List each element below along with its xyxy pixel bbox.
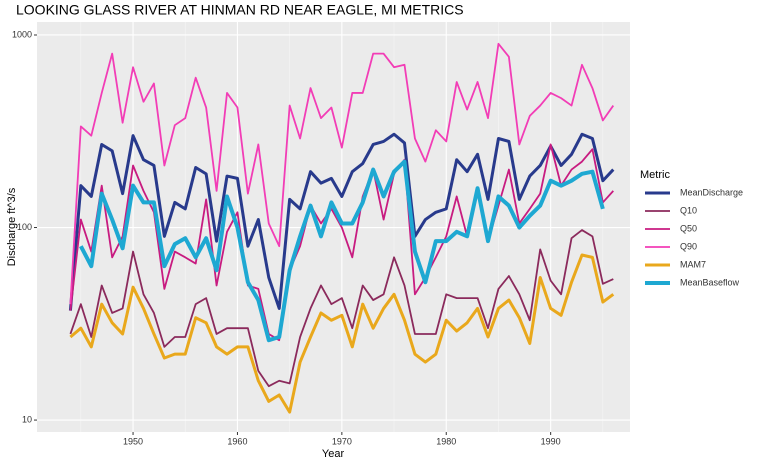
legend-label: Q50 xyxy=(680,223,697,233)
x-tick-label: 1980 xyxy=(436,436,456,446)
legend-label: MAM7 xyxy=(680,259,706,269)
chart-title: LOOKING GLASS RIVER AT HINMAN RD NEAR EA… xyxy=(16,2,464,18)
legend-label: Q10 xyxy=(680,205,697,215)
legend-label: MeanBaseflow xyxy=(680,277,740,287)
y-tick-label: 10 xyxy=(22,414,32,424)
series-line xyxy=(68,132,615,311)
x-tick-label: 1960 xyxy=(227,436,247,446)
y-axis-label: Discharge ft^3/s xyxy=(6,187,18,266)
y-tick-label: 1000 xyxy=(12,29,32,39)
series-line xyxy=(79,159,605,343)
x-tick-label: 1990 xyxy=(541,436,561,446)
legend-label: MeanDischarge xyxy=(680,187,743,197)
y-tick-label: 100 xyxy=(17,222,32,232)
x-tick-label: 1970 xyxy=(332,436,352,446)
legend-title: Metric xyxy=(640,169,670,181)
legend-label: Q90 xyxy=(680,241,697,251)
x-axis-label: Year xyxy=(322,448,345,460)
series-line xyxy=(69,229,614,388)
series-line xyxy=(69,253,615,414)
series-line xyxy=(69,143,614,342)
x-tick-label: 1950 xyxy=(123,436,143,446)
series-line xyxy=(69,42,615,305)
